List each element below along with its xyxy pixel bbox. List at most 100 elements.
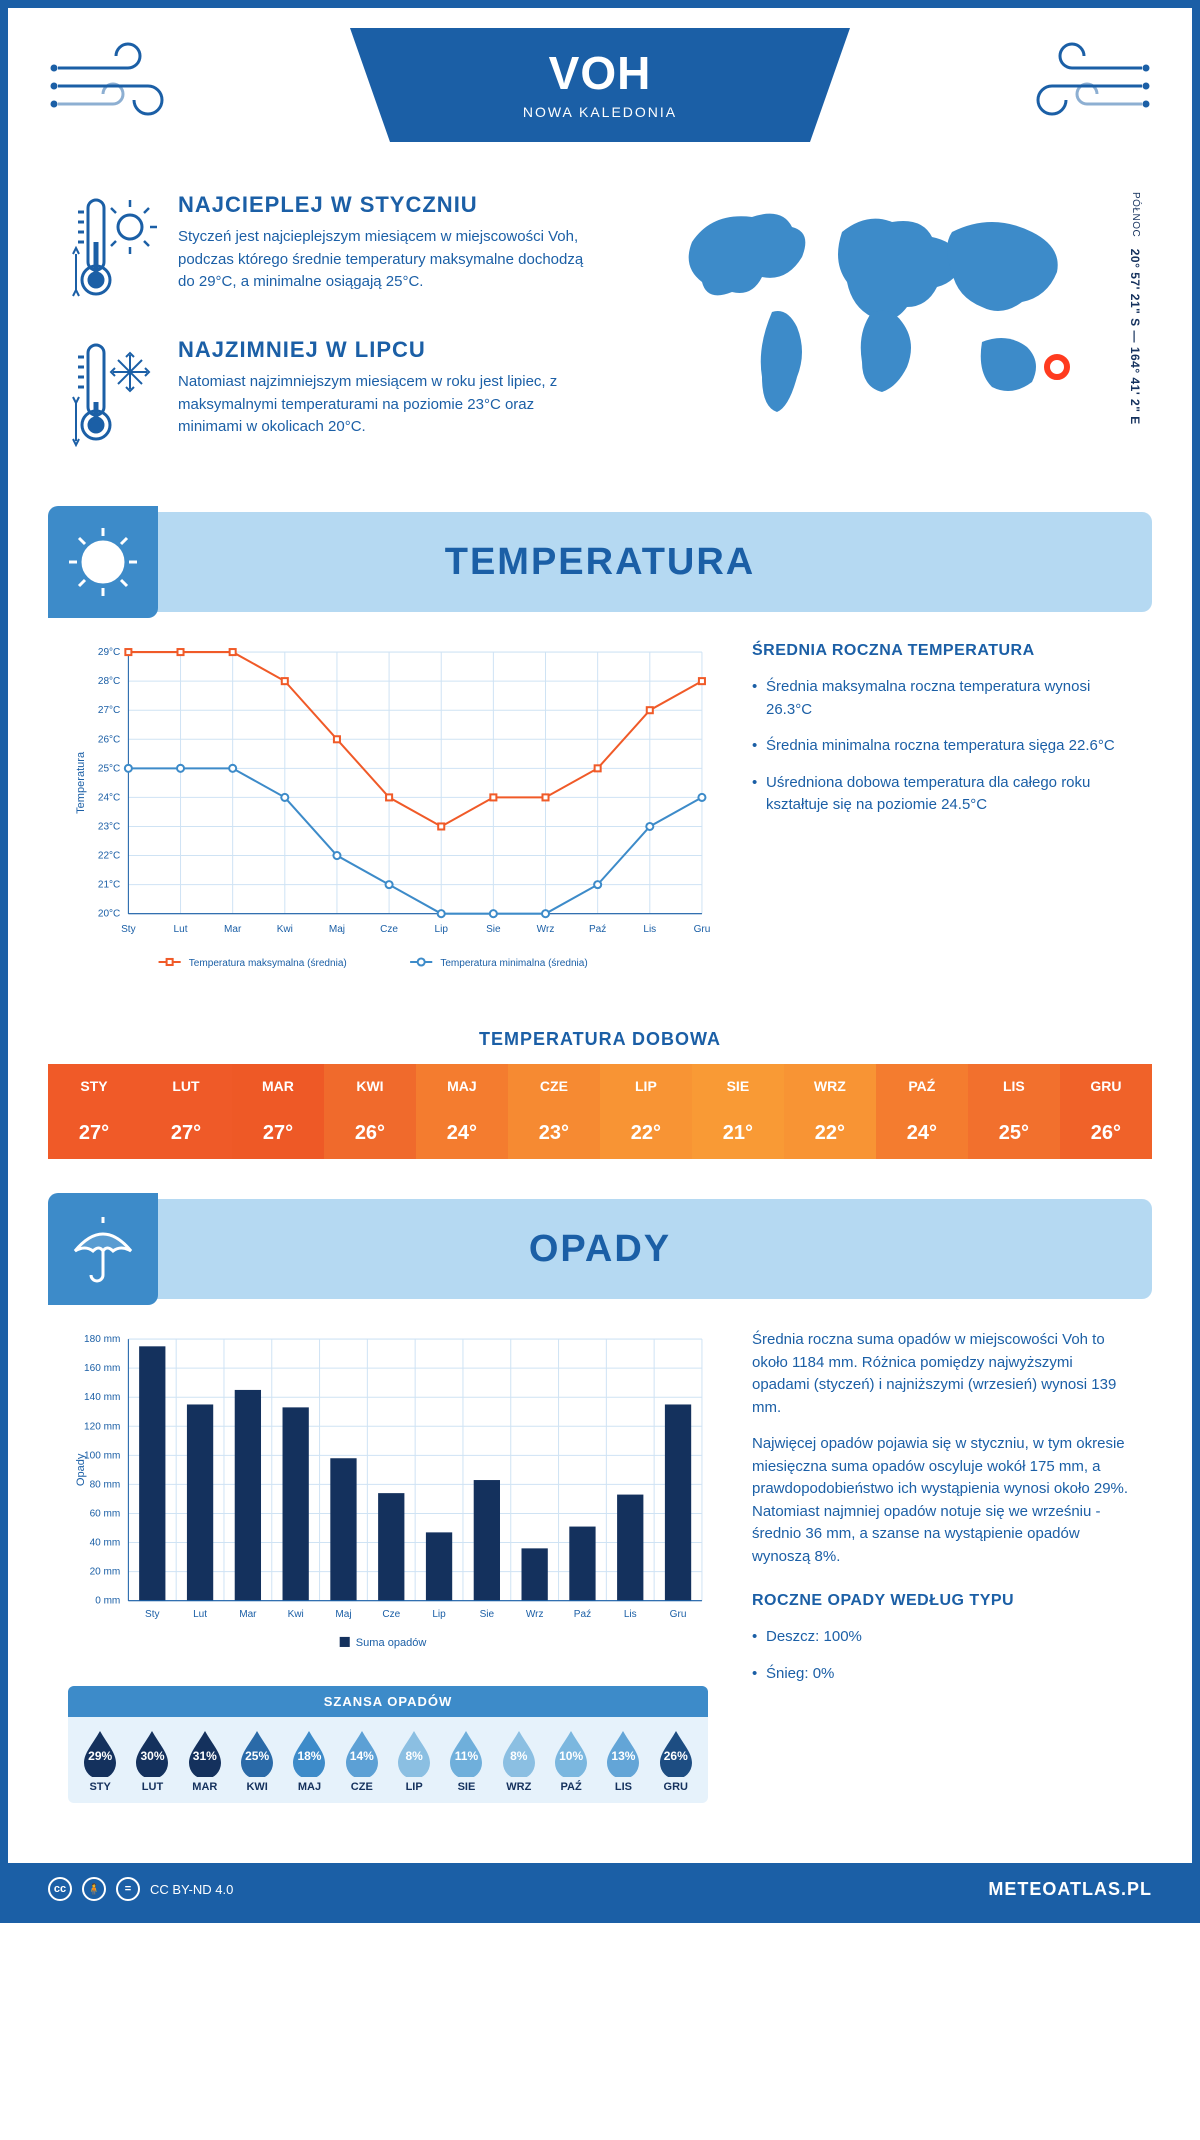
precip-type-bullet: Śnieg: 0% — [752, 1663, 1132, 1686]
daily-temp-month: MAR — [232, 1064, 324, 1108]
daily-temp-value: 25° — [968, 1108, 1060, 1159]
svg-text:80 mm: 80 mm — [90, 1480, 121, 1491]
coldest-block: NAJZIMNIEJ W LIPCU Natomiast najzimniejs… — [68, 337, 622, 452]
rain-drop-icon: 31% — [185, 1727, 225, 1777]
precip-bar-chart: 0 mm20 mm40 mm60 mm80 mm100 mm120 mm140 … — [68, 1329, 712, 1803]
intro-section: NAJCIEPLEJ W STYCZNIU Styczeń jest najci… — [8, 172, 1192, 512]
svg-text:Opady: Opady — [75, 1453, 87, 1486]
rain-chance-cell: 29% STY — [74, 1727, 126, 1793]
svg-text:Suma opadów: Suma opadów — [356, 1637, 427, 1649]
daily-temp-value: 27° — [140, 1108, 232, 1159]
daily-temp-month: SIE — [692, 1064, 784, 1108]
svg-text:Lip: Lip — [435, 924, 449, 935]
svg-text:Mar: Mar — [239, 1609, 257, 1620]
svg-text:23°C: 23°C — [98, 821, 120, 832]
rain-chance-cell: 10% PAŹ — [545, 1727, 597, 1793]
temp-summary-title: ŚREDNIA ROCZNA TEMPERATURA — [752, 642, 1132, 660]
svg-text:Wrz: Wrz — [526, 1609, 544, 1620]
daily-temp-value: 26° — [324, 1108, 416, 1159]
coldest-body: Natomiast najzimniejszym miesiącem w rok… — [178, 371, 598, 439]
svg-text:Cze: Cze — [382, 1609, 400, 1620]
svg-text:Sie: Sie — [486, 924, 501, 935]
svg-text:24°C: 24°C — [98, 792, 120, 803]
svg-text:25°C: 25°C — [98, 763, 120, 774]
svg-text:Sty: Sty — [121, 924, 136, 935]
temperature-section-header: TEMPERATURA — [48, 512, 1152, 612]
svg-text:140 mm: 140 mm — [84, 1392, 120, 1403]
rain-chance-cell: 8% WRZ — [493, 1727, 545, 1793]
rain-chance-cell: 26% GRU — [650, 1727, 702, 1793]
daily-temp-value: 24° — [876, 1108, 968, 1159]
warmest-text: NAJCIEPLEJ W STYCZNIU Styczeń jest najci… — [178, 192, 598, 307]
svg-text:26°C: 26°C — [98, 734, 120, 745]
svg-text:20°C: 20°C — [98, 909, 120, 920]
daily-temp-month: PAŹ — [876, 1064, 968, 1108]
coldest-title: NAJZIMNIEJ W LIPCU — [178, 337, 598, 363]
svg-text:Mar: Mar — [224, 924, 242, 935]
header: VOH NOWA KALEDONIA — [8, 8, 1192, 172]
rain-drop-icon: 10% — [551, 1727, 591, 1777]
svg-text:Paź: Paź — [574, 1609, 591, 1620]
footer-brand: METEOATLAS.PL — [988, 1879, 1152, 1900]
svg-text:Wrz: Wrz — [537, 924, 555, 935]
daily-temp-month: GRU — [1060, 1064, 1152, 1108]
daily-temp-month: LUT — [140, 1064, 232, 1108]
daily-temp-month: CZE — [508, 1064, 600, 1108]
coldest-text: NAJZIMNIEJ W LIPCU Natomiast najzimniejs… — [178, 337, 598, 452]
daily-temp-month: MAJ — [416, 1064, 508, 1108]
warmest-block: NAJCIEPLEJ W STYCZNIU Styczeń jest najci… — [68, 192, 622, 307]
svg-text:22°C: 22°C — [98, 851, 120, 862]
temperature-summary: ŚREDNIA ROCZNA TEMPERATURA Średnia maksy… — [752, 642, 1132, 989]
rain-chance-cell: 8% LIP — [388, 1727, 440, 1793]
svg-text:Lis: Lis — [643, 924, 656, 935]
precip-chart-row: 0 mm20 mm40 mm60 mm80 mm100 mm120 mm140 … — [8, 1299, 1192, 1833]
rain-drop-icon: 18% — [289, 1727, 329, 1777]
warmest-title: NAJCIEPLEJ W STYCZNIU — [178, 192, 598, 218]
temp-bullet: Uśredniona dobowa temperatura dla całego… — [752, 772, 1132, 817]
daily-temp-month: LIS — [968, 1064, 1060, 1108]
svg-text:Kwi: Kwi — [288, 1609, 304, 1620]
svg-text:160 mm: 160 mm — [84, 1363, 120, 1374]
daily-temp-month: LIP — [600, 1064, 692, 1108]
footer-license: cc 🧍 = CC BY-ND 4.0 — [48, 1877, 233, 1901]
rain-drop-icon: 8% — [394, 1727, 434, 1777]
wind-icon-right — [1012, 38, 1152, 133]
daily-temp-month: KWI — [324, 1064, 416, 1108]
precip-type-bullet: Deszcz: 100% — [752, 1626, 1132, 1649]
map-column: PÓŁNOC 20° 57' 21" S — 164° 41' 2" E — [662, 192, 1132, 482]
daily-temp-value: 27° — [232, 1108, 324, 1159]
temperature-chart-row: 20°C21°C22°C23°C24°C25°C26°C27°C28°C29°C… — [8, 612, 1192, 1019]
svg-text:180 mm: 180 mm — [84, 1334, 120, 1345]
daily-temp-value: 22° — [600, 1108, 692, 1159]
by-icon: 🧍 — [82, 1877, 106, 1901]
rain-chance-cell: 18% MAJ — [283, 1727, 335, 1793]
svg-text:120 mm: 120 mm — [84, 1421, 120, 1432]
coordinates: PÓŁNOC 20° 57' 21" S — 164° 41' 2" E — [1128, 192, 1142, 425]
precip-summary: Średnia roczna suma opadów w miejscowośc… — [752, 1329, 1132, 1803]
rain-drop-icon: 13% — [603, 1727, 643, 1777]
rain-drop-icon: 26% — [656, 1727, 696, 1777]
svg-text:Paź: Paź — [589, 924, 606, 935]
temp-bullet: Średnia maksymalna roczna temperatura wy… — [752, 676, 1132, 721]
svg-text:Temperatura maksymalna (średni: Temperatura maksymalna (średnia) — [189, 958, 347, 969]
thermometer-sun-icon — [68, 192, 158, 307]
svg-text:Maj: Maj — [329, 924, 345, 935]
daily-temp-value: 21° — [692, 1108, 784, 1159]
rain-chance-title: SZANSA OPADÓW — [68, 1686, 708, 1717]
thermometer-snow-icon — [68, 337, 158, 452]
svg-text:100 mm: 100 mm — [84, 1450, 120, 1461]
svg-text:20 mm: 20 mm — [90, 1567, 121, 1578]
license-text: CC BY-ND 4.0 — [150, 1882, 233, 1897]
svg-text:Lut: Lut — [193, 1609, 207, 1620]
temp-bullet: Średnia minimalna roczna temperatura się… — [752, 735, 1132, 758]
precip-text-2: Najwięcej opadów pojawia się w styczniu,… — [752, 1433, 1132, 1568]
world-map-icon — [662, 192, 1092, 432]
svg-text:21°C: 21°C — [98, 880, 120, 891]
rain-chance-cell: 31% MAR — [179, 1727, 231, 1793]
title-banner: VOH NOWA KALEDONIA — [350, 28, 850, 142]
daily-temp-table: STYLUTMARKWIMAJCZELIPSIEWRZPAŹLISGRU 27°… — [48, 1064, 1152, 1159]
coords-north: PÓŁNOC — [1130, 192, 1141, 237]
intro-text-column: NAJCIEPLEJ W STYCZNIU Styczeń jest najci… — [68, 192, 622, 482]
svg-text:Sty: Sty — [145, 1609, 160, 1620]
precip-section-header: OPADY — [48, 1199, 1152, 1299]
